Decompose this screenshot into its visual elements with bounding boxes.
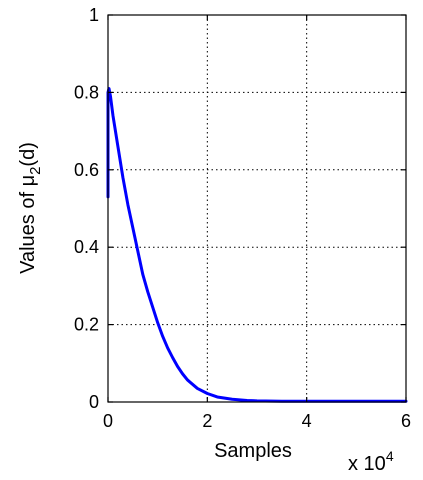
grid — [108, 15, 406, 402]
y-tick-label: 0.6 — [74, 160, 99, 180]
tick-labels: 0 2 4 6 0 0.2 0.4 0.6 0.8 1 — [74, 5, 411, 431]
y-tick-label: 1 — [89, 5, 99, 25]
x-exponent-power: 4 — [386, 448, 394, 464]
y-tick-label: 0 — [89, 392, 99, 412]
y-axis-label-suffix: (d) — [17, 142, 39, 166]
series-line — [106, 87, 408, 403]
data-layer — [106, 87, 408, 403]
x-exponent-label: x 104 — [348, 448, 394, 475]
y-axis-label: Values of μ2(d) — [17, 142, 44, 274]
plot-frame — [107, 14, 407, 403]
x-exponent-base: x 10 — [348, 453, 386, 475]
y-tick-label: 0.4 — [74, 237, 99, 257]
y-tick-label: 0.2 — [74, 315, 99, 335]
x-tick-label: 6 — [401, 411, 411, 431]
y-tick-label: 0.8 — [74, 82, 99, 102]
x-axis-label: Samples — [214, 440, 292, 462]
x-tick-label: 0 — [103, 411, 113, 431]
x-tick-label: 4 — [302, 411, 312, 431]
ticks — [107, 14, 407, 403]
y-axis-label-subscript: 2 — [27, 167, 44, 175]
y-axis-label-prefix: Values of μ — [17, 175, 39, 274]
x-tick-label: 2 — [202, 411, 212, 431]
